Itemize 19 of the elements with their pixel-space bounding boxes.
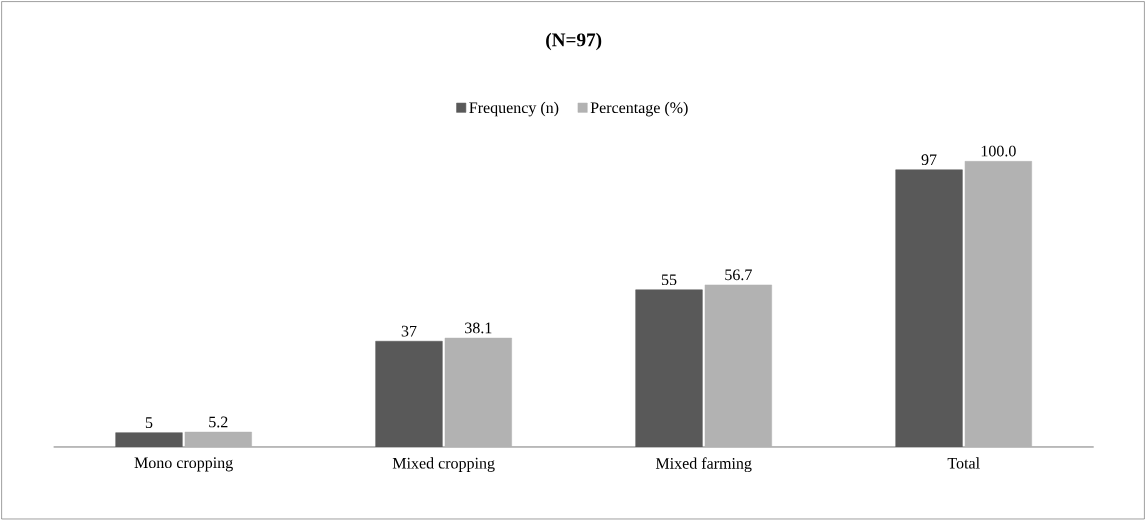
bar	[375, 341, 443, 448]
data-label: 56.7	[725, 269, 752, 281]
legend-label: Frequency (n)	[469, 102, 559, 117]
data-label: 5	[145, 417, 153, 429]
bar	[895, 169, 963, 448]
data-label: 97	[921, 154, 937, 166]
data-label: 5.2	[209, 416, 228, 428]
data-label: 38.1	[465, 322, 492, 334]
x-tick-label: Mixed farming	[655, 457, 752, 473]
legend-label: Percentage (%)	[590, 102, 688, 117]
bar	[115, 432, 183, 448]
x-tick-label: Mono cropping	[134, 457, 233, 472]
x-tick-label: Mixed cropping	[392, 457, 495, 473]
chart-title: (N=97)	[546, 33, 602, 51]
data-label: 100.0	[981, 145, 1016, 157]
bar	[635, 289, 703, 448]
data-label: 37	[401, 325, 417, 337]
x-tick-label: Total	[947, 457, 980, 469]
data-label: 55	[661, 274, 677, 286]
